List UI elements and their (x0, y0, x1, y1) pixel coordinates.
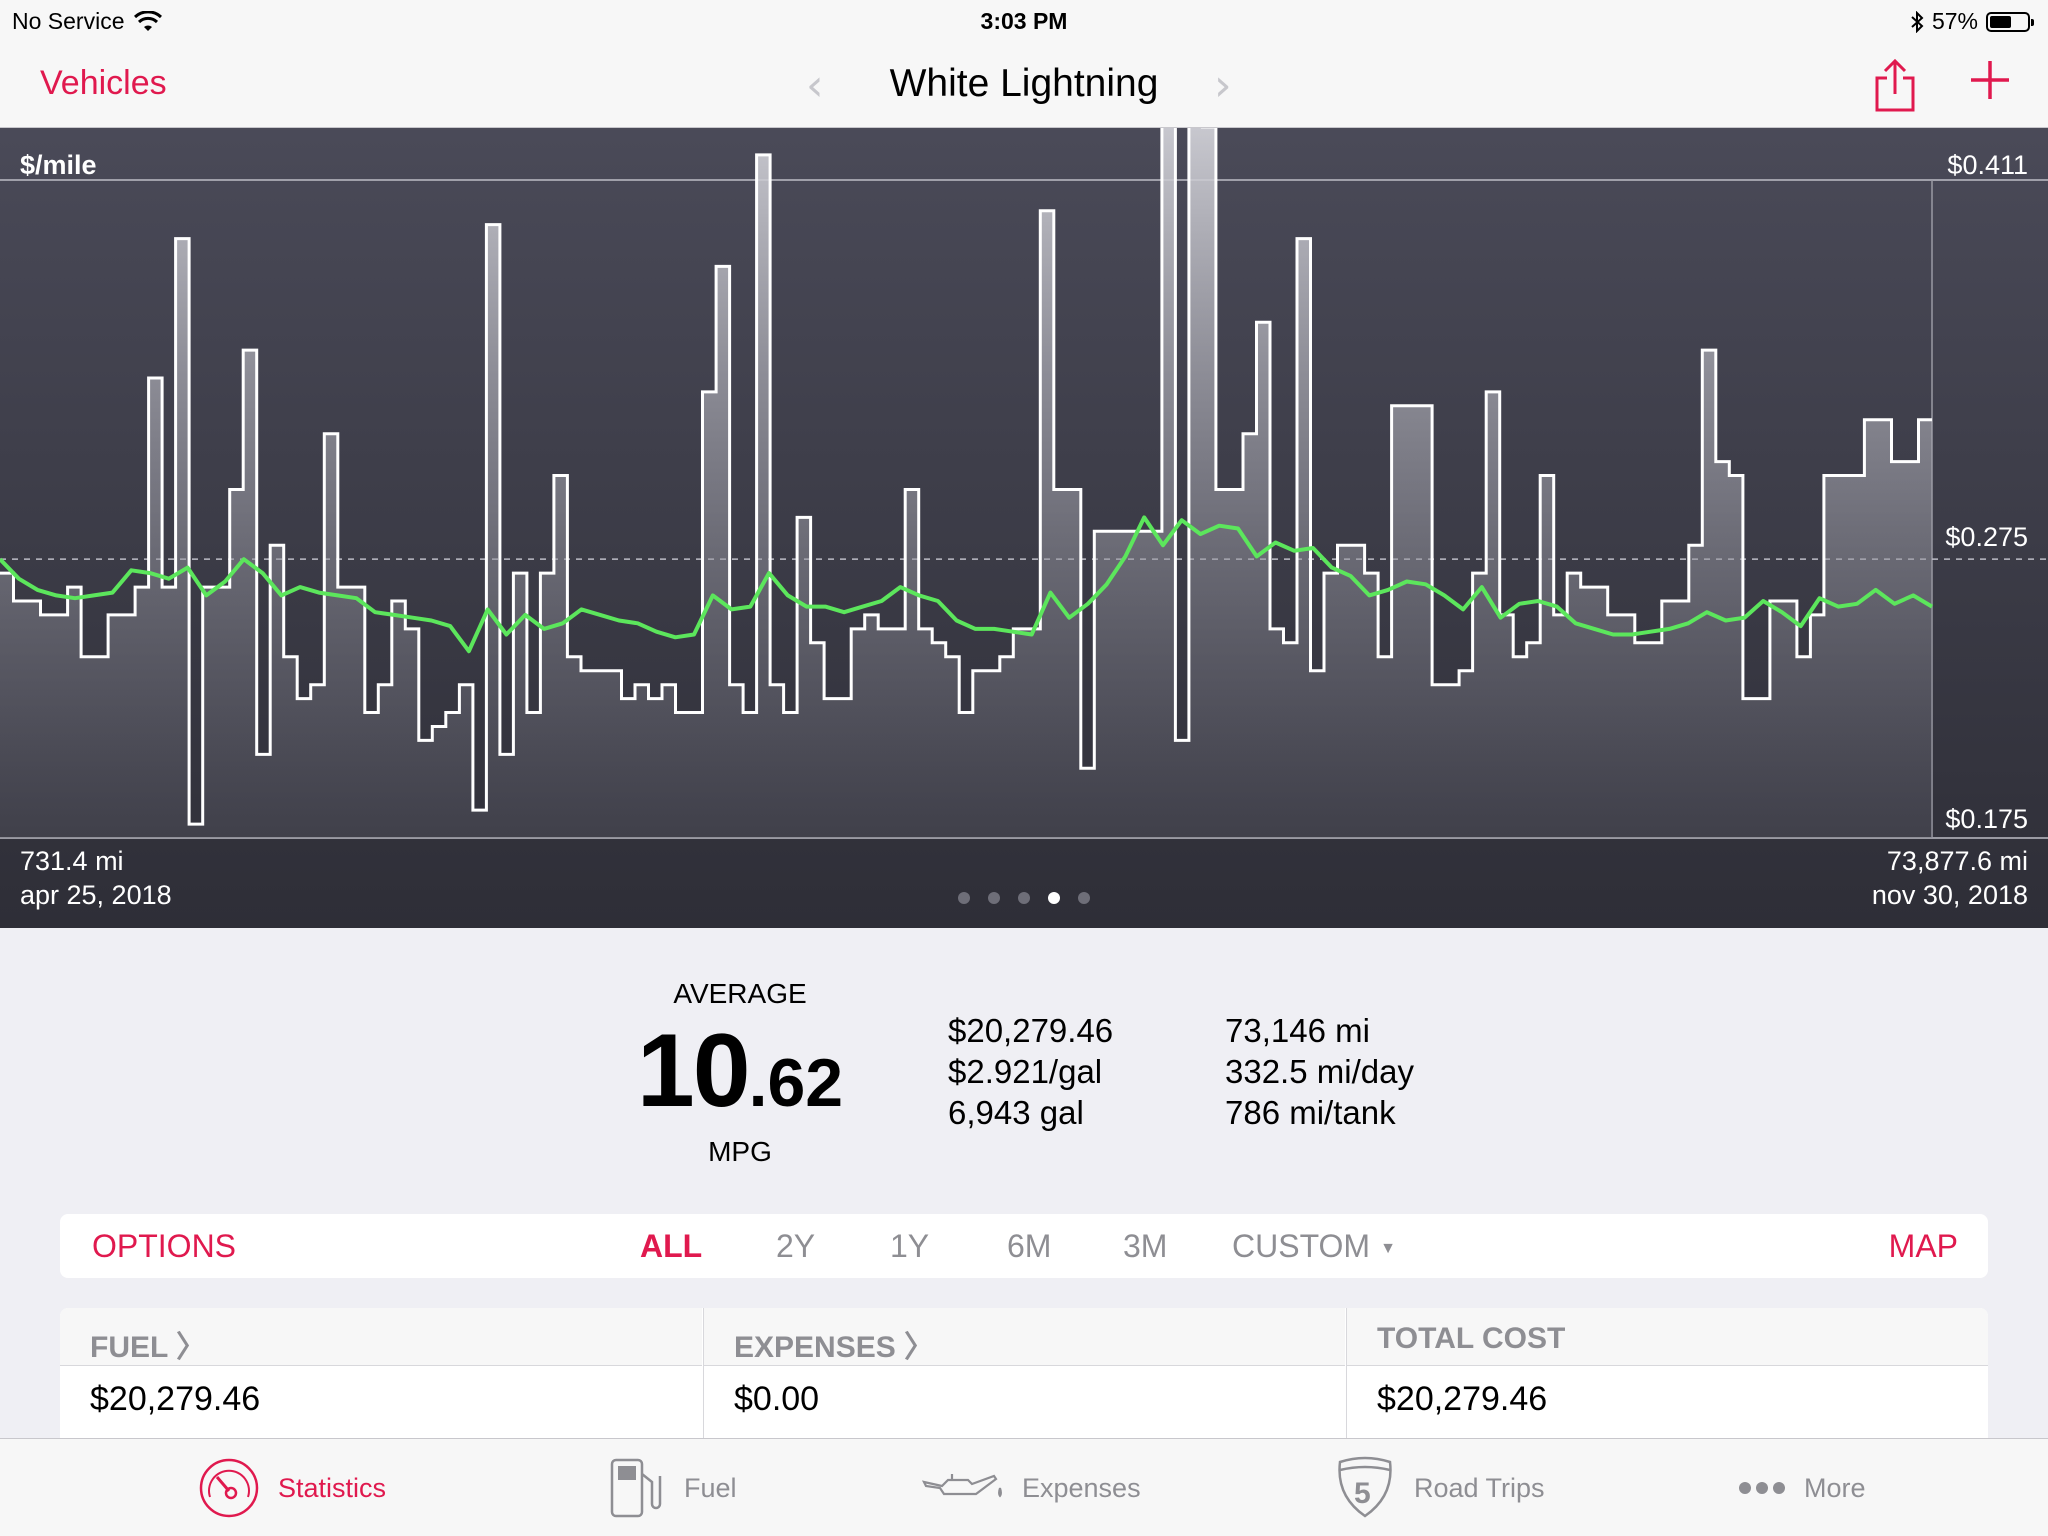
y-axis-label: $/mile (20, 150, 97, 180)
range-selector: OPTIONS ALL 2Y 1Y 6M 3M CUSTOM ▼ MAP (60, 1214, 1988, 1278)
price-per-gallon: $2.921/gal (948, 1053, 1103, 1090)
range-all[interactable]: ALL (640, 1228, 703, 1264)
tab-expenses[interactable]: Expenses (922, 1439, 1141, 1536)
expenses-cost-column[interactable]: EXPENSES 〉 $0.00 (703, 1308, 1345, 1438)
tab-fuel-label: Fuel (684, 1472, 737, 1503)
total-cost-column: TOTAL COST $20,279.46 (1346, 1308, 1988, 1438)
carrier-label: No Service (12, 8, 125, 34)
page-dot[interactable] (1048, 892, 1060, 904)
y-tick-min: $0.175 (1945, 804, 2028, 834)
clock: 3:03 PM (980, 8, 1068, 34)
x-end-date: nov 30, 2018 (1871, 880, 2028, 910)
x-end-distance: 73,877.6 mi (1886, 846, 2028, 876)
cost-per-mile-chart[interactable]: $/mile $0.411 $0.275 $0.175 731.4 mi apr… (0, 128, 2048, 928)
tab-fuel[interactable]: Fuel (608, 1439, 737, 1536)
total-fuel-cost: $20,279.46 (948, 1012, 1114, 1049)
chevron-left-icon[interactable]: ‹ (806, 60, 824, 111)
chart-plot (0, 128, 2048, 839)
range-2y[interactable]: 2Y (776, 1228, 816, 1264)
speedometer-icon (199, 1458, 259, 1518)
cost-area-fill (0, 128, 1932, 838)
tab-expenses-label: Expenses (1022, 1472, 1141, 1503)
battery-percent: 57% (1931, 8, 1978, 34)
range-3m[interactable]: 3M (1123, 1228, 1168, 1264)
page-indicator[interactable] (0, 892, 2048, 904)
tab-statistics[interactable]: Statistics (198, 1439, 386, 1536)
total-cost-value: $20,279.46 (1377, 1380, 1548, 1418)
moving-average-series (0, 515, 1934, 654)
share-icon[interactable] (1872, 58, 1918, 114)
tab-bar: Statistics Fuel Expenses 5 Road Trips Mo… (0, 1438, 2048, 1536)
distance-stats: 73,146 mi 332.5 mi/day 786 mi/tank (1225, 1010, 1414, 1133)
more-dots-icon (1739, 1482, 1785, 1494)
cost-per-fillup-series (0, 128, 1932, 826)
y-tick-mid: $0.275 (1945, 522, 2028, 552)
map-button[interactable]: MAP (1888, 1228, 1958, 1264)
range-custom[interactable]: CUSTOM ▼ (1232, 1228, 1396, 1265)
total-cost-header: TOTAL COST (1347, 1308, 1988, 1366)
nav-bar: Vehicles ‹ White Lightning › (0, 42, 2048, 128)
page-title: White Lightning (889, 62, 1159, 105)
average-label: AVERAGE (673, 978, 807, 1009)
expenses-cost-value: $0.00 (734, 1380, 820, 1418)
fuel-header[interactable]: FUEL 〉 (60, 1308, 702, 1366)
tab-road-trips-label: Road Trips (1414, 1472, 1545, 1503)
page-dot[interactable] (958, 892, 970, 904)
oil-can-icon (922, 1474, 1002, 1498)
range-1y[interactable]: 1Y (890, 1228, 930, 1264)
total-distance: 73,146 mi (1225, 1012, 1370, 1049)
total-gallons: 6,943 gal (948, 1094, 1084, 1131)
cost-summary: FUEL 〉 $20,279.46 EXPENSES 〉 $0.00 TOTAL… (60, 1308, 1988, 1438)
fuel-header-label: FUEL (90, 1331, 168, 1364)
chevron-right-icon[interactable]: › (1214, 60, 1232, 111)
battery-icon (1986, 11, 2034, 32)
chevron-right-icon: 〉 (176, 1331, 207, 1364)
average-mpg-value: 10.62 (600, 1012, 880, 1131)
x-start-date: apr 25, 2018 (20, 880, 172, 910)
chevron-right-icon: 〉 (904, 1331, 935, 1364)
miles-per-tank: 786 mi/tank (1225, 1094, 1396, 1131)
money-stats: $20,279.46 $2.921/gal 6,943 gal (948, 1010, 1113, 1133)
range-6m[interactable]: 6M (1007, 1228, 1052, 1264)
x-start-distance: 731.4 mi (20, 846, 124, 876)
highway-shield-number: 5 (1354, 1477, 1371, 1510)
page-dot[interactable] (1018, 892, 1030, 904)
caret-down-icon: ▼ (1380, 1239, 1396, 1257)
range-custom-label: CUSTOM (1232, 1228, 1371, 1264)
average-unit: MPG (708, 1136, 772, 1167)
vehicles-back-button[interactable]: Vehicles (40, 64, 167, 102)
tab-more[interactable]: More (1738, 1439, 1866, 1536)
wifi-icon (134, 10, 163, 31)
fuel-cost-value: $20,279.46 (90, 1380, 261, 1418)
fuel-cost-column[interactable]: FUEL 〉 $20,279.46 (60, 1308, 702, 1438)
tab-statistics-label: Statistics (278, 1472, 387, 1503)
page-dot[interactable] (1078, 892, 1090, 904)
tab-road-trips[interactable]: 5 Road Trips (1334, 1439, 1545, 1536)
fuel-pump-icon (610, 1458, 662, 1518)
bluetooth-icon (1911, 10, 1924, 33)
average-dec: .62 (748, 1045, 844, 1121)
status-bar: No Service 3:03 PM 57% (0, 0, 2048, 42)
miles-per-day: 332.5 mi/day (1225, 1053, 1414, 1090)
expenses-header[interactable]: EXPENSES 〉 (704, 1308, 1345, 1366)
options-button[interactable]: OPTIONS (92, 1228, 237, 1264)
y-tick-max: $0.411 (1947, 150, 2028, 180)
highway-shield-icon (1338, 1456, 1392, 1518)
expenses-header-label: EXPENSES (734, 1331, 896, 1364)
add-icon[interactable] (1968, 58, 2012, 102)
tab-more-label: More (1804, 1472, 1866, 1503)
page-dot[interactable] (988, 892, 1000, 904)
average-int: 10 (636, 1013, 751, 1129)
